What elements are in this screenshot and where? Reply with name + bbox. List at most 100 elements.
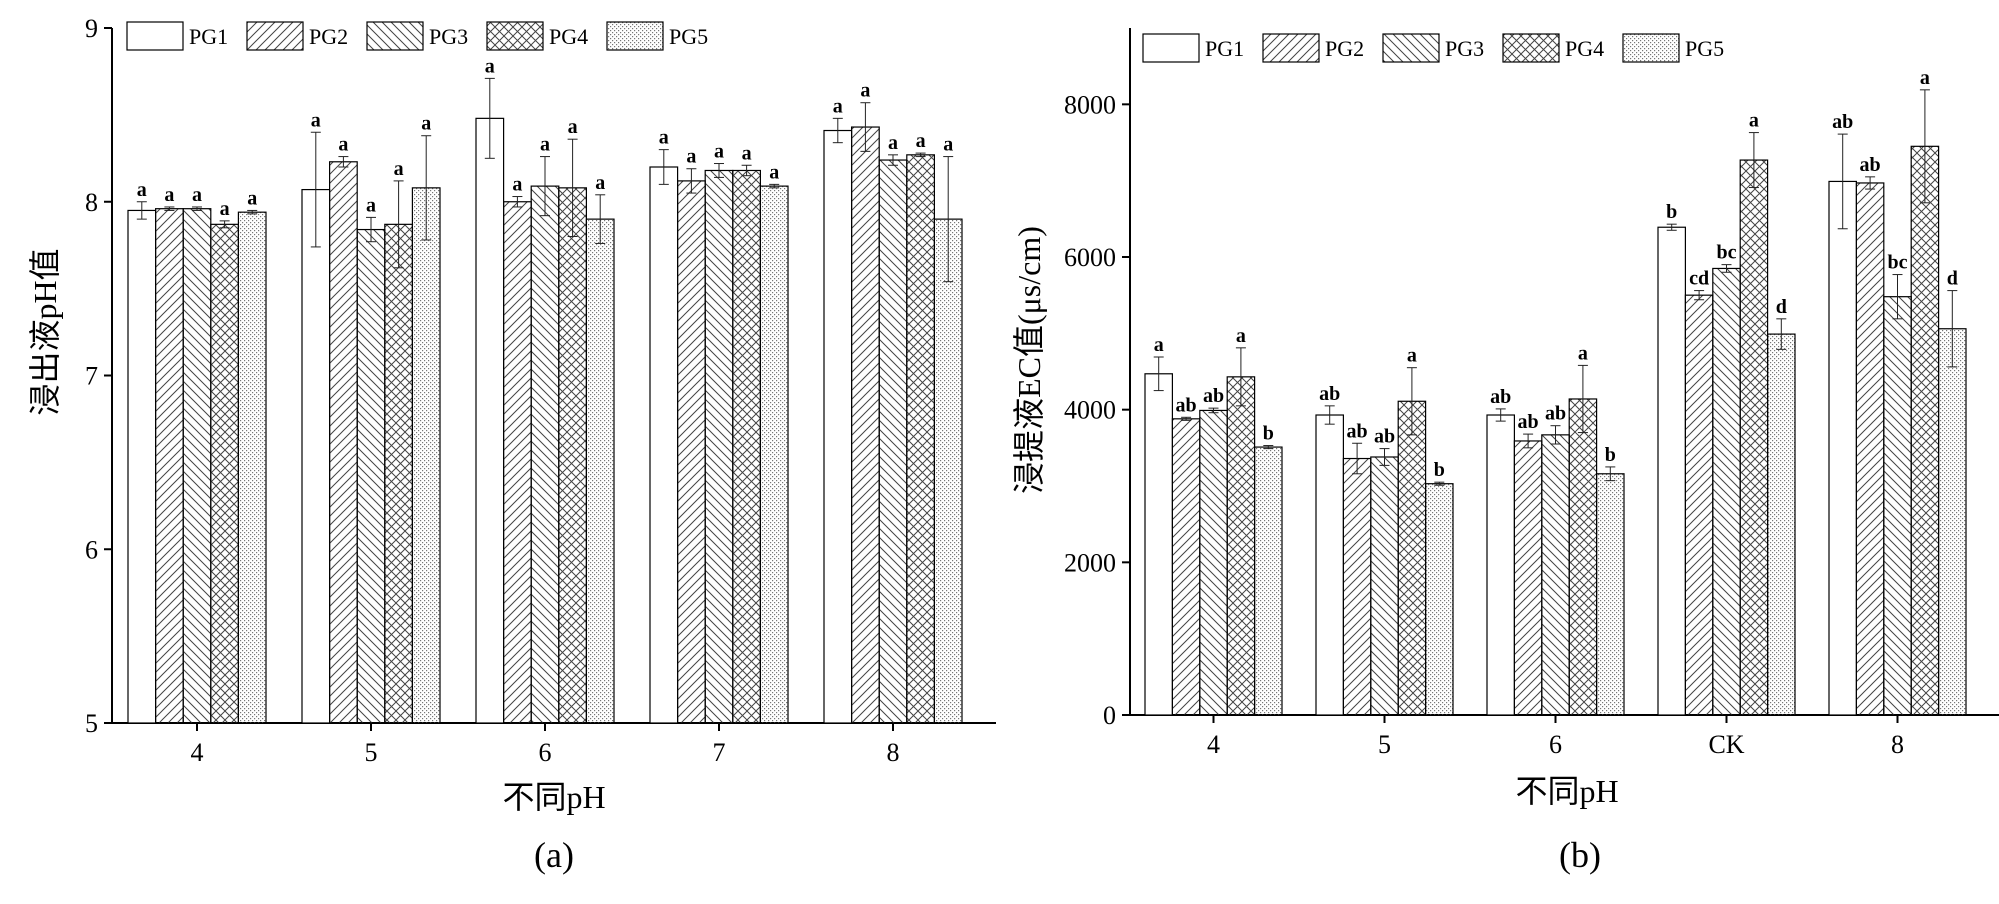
significance-label: a xyxy=(394,158,404,180)
significance-label: a xyxy=(916,130,926,152)
significance-label: a xyxy=(220,198,230,220)
legend-label-pg4: PG4 xyxy=(1565,36,1604,61)
x-tick-label: 6 xyxy=(1549,730,1562,759)
bar-pg3 xyxy=(1541,434,1570,716)
legend-label-pg2: PG2 xyxy=(309,24,348,49)
bar-pg1 xyxy=(1144,373,1173,716)
significance-label: a xyxy=(860,80,870,102)
bar-pg5 xyxy=(759,185,789,724)
legend-label-pg5: PG5 xyxy=(1685,36,1724,61)
x-tick-label: 8 xyxy=(1891,730,1904,759)
bar-pg3 xyxy=(1712,267,1741,716)
significance-label: a xyxy=(686,146,696,168)
x-tick-label: 4 xyxy=(191,738,204,767)
significance-label: ab xyxy=(1518,411,1539,433)
significance-label: b xyxy=(1605,444,1616,466)
significance-label: a xyxy=(595,172,605,194)
bar-pg3 xyxy=(356,228,386,724)
panel-a-y-axis-title: 浸出液pH值 xyxy=(27,248,63,415)
legend-label-pg1: PG1 xyxy=(189,24,228,49)
x-tick-label: 5 xyxy=(365,738,378,767)
legend-swatch-pg1 xyxy=(126,21,184,51)
panel-a-legend: PG1 PG2 PG3 PG4 PG5 xyxy=(126,21,708,51)
bar-pg4 xyxy=(732,169,761,724)
bar-pg1 xyxy=(301,188,331,724)
bar-pg3 xyxy=(1883,296,1912,716)
significance-label: a xyxy=(1154,334,1164,356)
bar-pg5 xyxy=(1766,333,1796,716)
panel-b-axes: 0 2000 4000 6000 8000 4 5 6 CK 8 xyxy=(1064,28,1999,759)
legend-swatch-pg4 xyxy=(486,21,544,51)
bar-pg2 xyxy=(1684,294,1714,716)
y-tick-label: 4000 xyxy=(1064,396,1116,425)
significance-label: d xyxy=(1776,296,1787,318)
significance-label: a xyxy=(1407,345,1417,367)
bar-pg5 xyxy=(411,187,441,724)
bar-pg4 xyxy=(384,223,413,724)
significance-label: ab xyxy=(1347,420,1368,442)
bar-pg1 xyxy=(649,166,679,724)
legend-swatch-pg5 xyxy=(606,21,664,51)
bar-pg3 xyxy=(704,169,734,724)
significance-label: a xyxy=(833,95,843,117)
significance-label: a xyxy=(659,127,669,149)
y-tick-label: 8000 xyxy=(1064,90,1116,119)
significance-label: a xyxy=(512,174,522,196)
significance-label: a xyxy=(888,132,898,154)
significance-label: b xyxy=(1666,201,1677,223)
bar-pg5 xyxy=(1595,473,1625,716)
bar-pg2 xyxy=(1171,418,1201,716)
significance-label: a xyxy=(192,184,202,206)
significance-label: d xyxy=(1947,268,1958,290)
panel-b-legend: PG1 PG2 PG3 PG4 PG5 xyxy=(1142,33,1724,63)
significance-label: a xyxy=(1236,325,1246,347)
legend-swatch-pg3 xyxy=(366,21,424,51)
legend-swatch-pg2 xyxy=(246,21,304,51)
significance-label: cd xyxy=(1689,268,1709,290)
legend-swatch-pg3 xyxy=(1382,33,1440,63)
significance-label: a xyxy=(311,109,321,131)
significance-label: a xyxy=(943,134,953,156)
legend-swatch-pg4 xyxy=(1502,33,1560,63)
significance-label: a xyxy=(485,55,495,77)
y-tick-label: 8 xyxy=(85,188,98,217)
bar-pg1 xyxy=(1828,180,1857,716)
y-tick-label: 6000 xyxy=(1064,243,1116,272)
bar-pg5 xyxy=(1937,328,1967,716)
legend-label-pg2: PG2 xyxy=(1325,36,1364,61)
bar-pg2 xyxy=(1513,440,1543,716)
bar-pg4 xyxy=(1397,400,1427,716)
y-tick-label: 0 xyxy=(1103,701,1116,730)
significance-label: a xyxy=(568,116,578,138)
significance-label: b xyxy=(1434,459,1445,481)
bar-pg2 xyxy=(503,201,532,724)
bar-pg5 xyxy=(933,218,963,724)
bar-pg4 xyxy=(210,223,240,724)
x-tick-label: 8 xyxy=(887,738,900,767)
bar-pg2 xyxy=(676,180,706,724)
significance-label: ab xyxy=(1490,386,1511,408)
significance-label: ab xyxy=(1176,394,1197,416)
panel-a-x-axis-title: 不同pH xyxy=(502,779,605,815)
significance-label: a xyxy=(1749,110,1759,132)
bar-pg4 xyxy=(1910,145,1940,716)
legend-swatch-pg1 xyxy=(1142,33,1200,63)
legend-label-pg4: PG4 xyxy=(549,24,588,49)
significance-label: a xyxy=(540,134,550,156)
x-tick-label: 4 xyxy=(1207,730,1220,759)
significance-label: a xyxy=(338,134,348,156)
bar-pg5 xyxy=(1424,483,1454,716)
bar-pg1 xyxy=(823,129,853,724)
bar-pg1 xyxy=(1315,414,1344,716)
y-tick-label: 2000 xyxy=(1064,548,1116,577)
significance-label: bc xyxy=(1717,242,1737,264)
bar-pg5 xyxy=(1253,446,1283,716)
significance-label: a xyxy=(1920,67,1930,89)
bar-pg4 xyxy=(1226,376,1256,716)
bar-pg1 xyxy=(1486,414,1515,716)
legend-label-pg3: PG3 xyxy=(1445,36,1484,61)
significance-label: a xyxy=(137,179,147,201)
y-tick-label: 6 xyxy=(85,535,98,564)
